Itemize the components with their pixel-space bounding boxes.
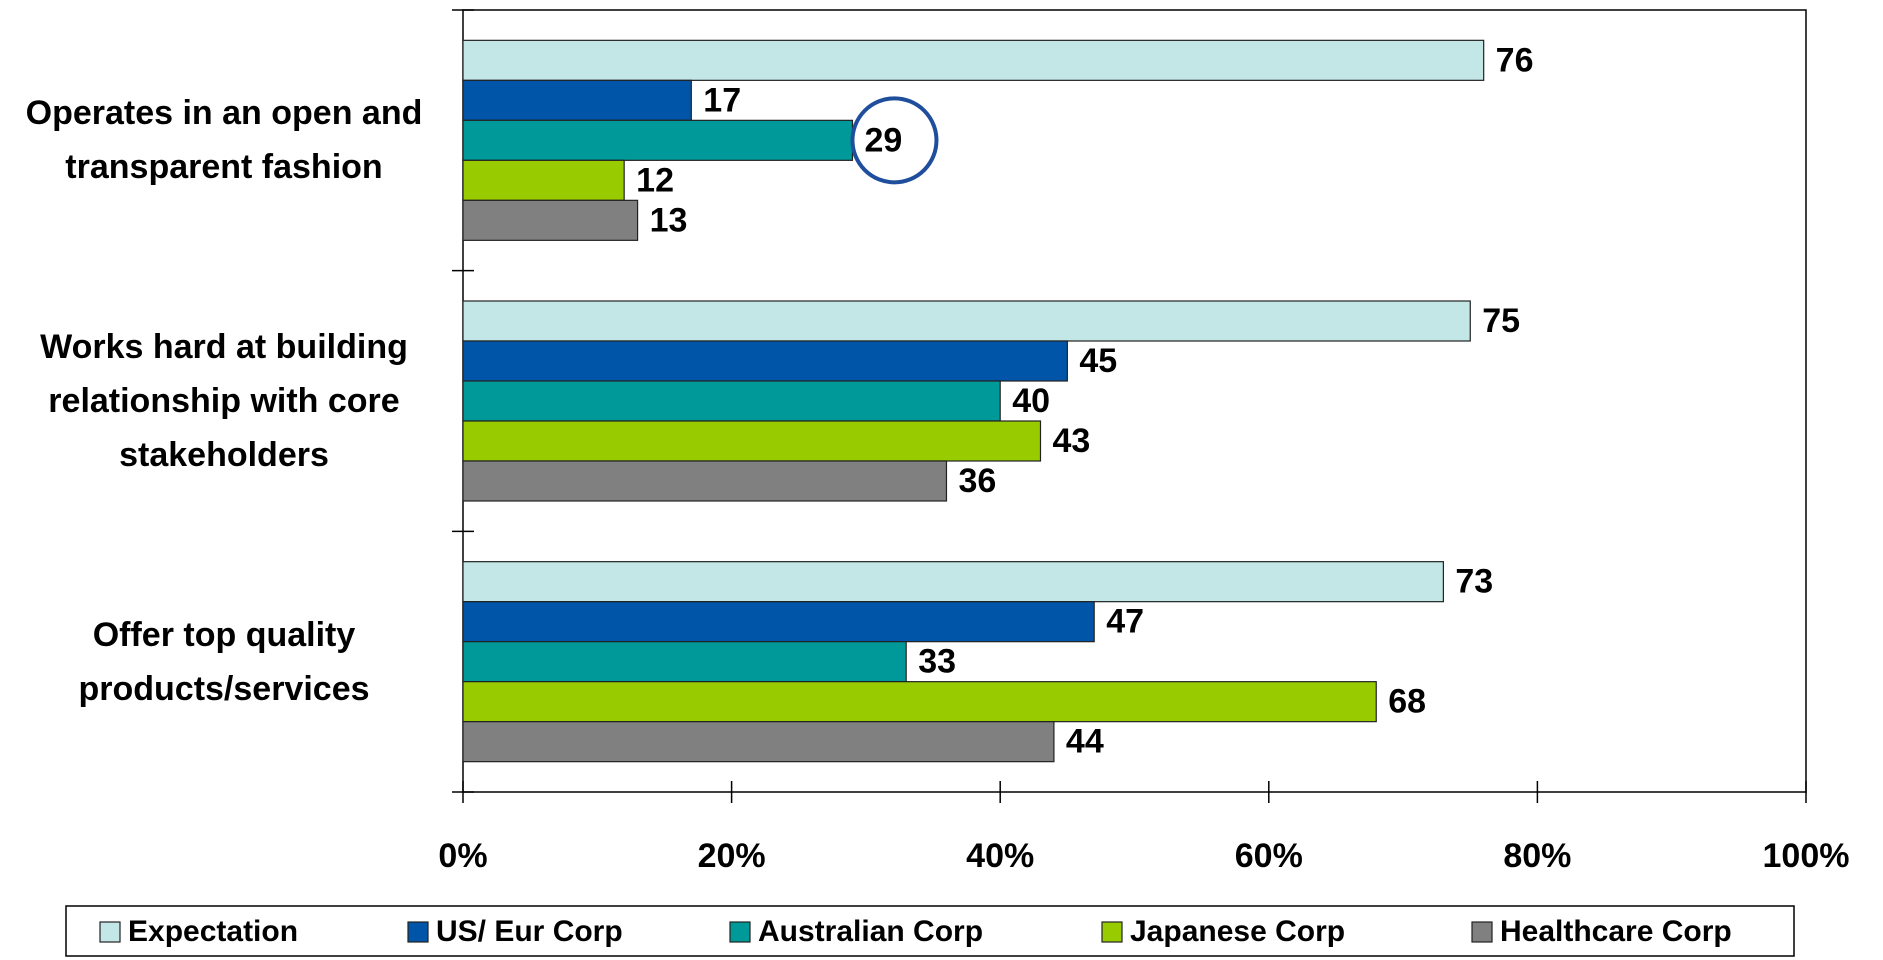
legend-label: Japanese Corp: [1130, 915, 1345, 948]
bar: [462, 681, 1377, 723]
bar: [462, 460, 948, 502]
data-label: 40: [1012, 382, 1050, 420]
bar: [462, 300, 1471, 342]
legend-label: Healthcare Corp: [1500, 915, 1732, 948]
x-tick-label: 80%: [1503, 837, 1571, 875]
legend-swatch: [99, 921, 121, 943]
data-label: 12: [636, 161, 674, 199]
legend-label: US/ Eur Corp: [436, 915, 623, 948]
data-label: 17: [703, 81, 741, 119]
data-label: 47: [1106, 603, 1144, 641]
category-label: Works hard at building relationship with…: [40, 328, 408, 474]
legend-swatch: [1471, 921, 1493, 943]
bar: [462, 119, 854, 161]
bar: [462, 420, 1042, 462]
legend-swatch: [1101, 921, 1123, 943]
data-label: 45: [1079, 342, 1117, 380]
legend-swatch: [407, 921, 429, 943]
category-label: Offer top quality products/services: [78, 615, 370, 708]
legend-box: [65, 905, 1795, 957]
x-tick-label: 100%: [1763, 837, 1850, 875]
bar: [462, 79, 692, 121]
bar: [462, 641, 907, 683]
data-label: 36: [958, 462, 996, 500]
bar: [462, 561, 1444, 603]
legend-swatch: [729, 921, 751, 943]
bar: [462, 340, 1068, 382]
data-label: 43: [1052, 422, 1090, 460]
data-label: 44: [1066, 723, 1104, 761]
bar: [462, 601, 1095, 643]
data-label: 68: [1388, 683, 1426, 721]
data-label: 75: [1482, 302, 1520, 340]
data-label: 76: [1496, 41, 1534, 79]
bar: [462, 159, 625, 201]
bar: [462, 380, 1001, 422]
bar: [462, 39, 1485, 81]
data-label: 33: [918, 643, 956, 681]
category-label: Operates in an open and transparent fash…: [25, 94, 423, 187]
legend-label: Australian Corp: [758, 915, 983, 948]
bar: [462, 721, 1055, 763]
x-tick-label: 40%: [966, 837, 1034, 875]
x-tick-label: 60%: [1235, 837, 1303, 875]
highlight-circle: [850, 96, 939, 185]
data-label: 29: [864, 121, 902, 159]
legend-label: Expectation: [128, 915, 298, 948]
data-label: 73: [1455, 563, 1493, 601]
data-label: 13: [650, 201, 688, 239]
x-tick-label: 0%: [438, 837, 487, 875]
x-tick-label: 20%: [698, 837, 766, 875]
bar: [462, 199, 639, 241]
